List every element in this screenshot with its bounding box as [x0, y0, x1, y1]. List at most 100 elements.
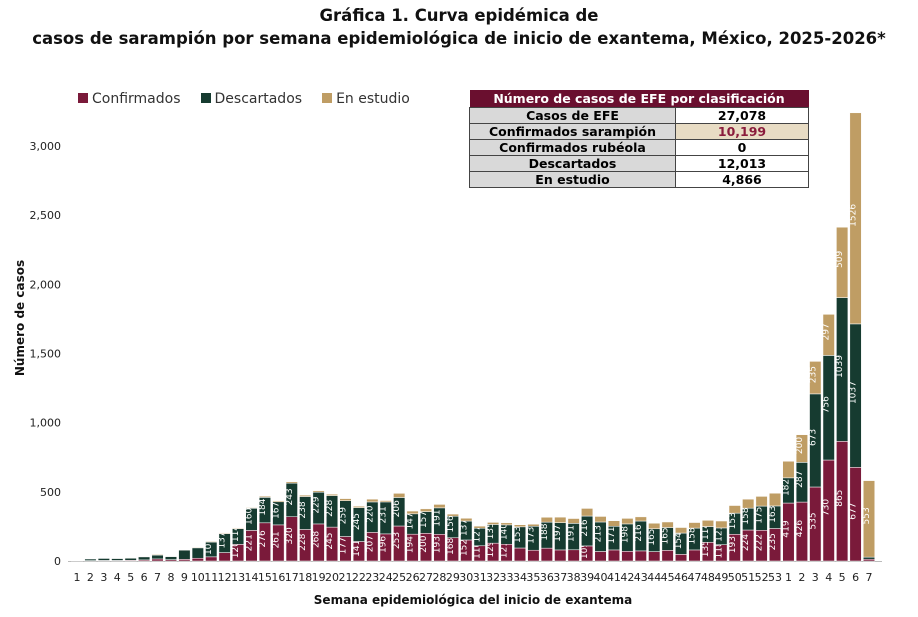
bar-segment-descartados: [178, 549, 191, 560]
data-label: 191: [567, 525, 577, 542]
bar-segment-en-estudio: [339, 498, 352, 501]
x-tick-label: 46: [674, 571, 688, 584]
x-tick-label: 6: [141, 571, 148, 584]
bar-segment-descartados: [124, 557, 137, 561]
bar-segment-en-estudio: [258, 496, 271, 498]
x-tick-label: 52: [755, 571, 769, 584]
x-tick-label: 50: [728, 571, 742, 584]
data-label: 243: [285, 488, 295, 505]
x-tick-label: 1: [785, 571, 792, 584]
data-label: 535: [808, 512, 818, 529]
bar-segment-descartados: [191, 547, 204, 559]
bar-segment-en-estudio: [352, 505, 365, 508]
data-label: 152: [459, 539, 469, 556]
x-tick-label: 45: [661, 571, 675, 584]
bar-segment-en-estudio: [769, 492, 782, 507]
x-tick-label: 40: [594, 571, 608, 584]
data-label: 1526: [849, 204, 859, 227]
data-label: 207: [365, 535, 375, 552]
data-label: 297: [822, 323, 832, 340]
x-tick-label: 19: [312, 571, 326, 584]
x-tick-label: 4: [825, 571, 832, 584]
bar-segment-confirmados: [607, 549, 620, 562]
data-label: 224: [741, 534, 751, 551]
bar-segment-en-estudio: [661, 521, 674, 528]
data-label: 153: [728, 512, 738, 529]
row-label: Casos de EFE: [469, 107, 676, 124]
data-label: 216: [634, 524, 644, 541]
data-label: 196: [379, 536, 389, 553]
bar-segment-confirmados: [594, 551, 607, 562]
data-label: 110: [473, 542, 483, 559]
x-tick-label: 9: [181, 571, 188, 584]
x-tick-label: 15: [258, 571, 272, 584]
legend-item-confirmados: Confirmados: [78, 91, 181, 107]
x-tick-label: 6: [852, 571, 859, 584]
row-value: 12,013: [675, 155, 809, 172]
bar-segment-en-estudio: [151, 554, 164, 556]
x-tick-label: 16: [271, 571, 285, 584]
x-tick-label: 20: [325, 571, 339, 584]
data-label: 200: [795, 437, 805, 454]
chart-title-line2: casos de sarampión por semana epidemioló…: [32, 29, 886, 48]
bar-segment-confirmados: [567, 549, 580, 562]
data-label: 553: [862, 507, 872, 524]
x-tick-label: 23: [365, 571, 379, 584]
bar-segment-confirmados: [513, 547, 526, 562]
row-value: 27,078: [675, 107, 809, 124]
bar-segment-en-estudio: [863, 480, 875, 558]
data-label: 114: [701, 523, 711, 540]
data-label: 228: [325, 499, 335, 516]
bar-segment-en-estudio: [326, 493, 339, 496]
legend-swatch-descartados: [200, 93, 211, 103]
data-label: 228: [298, 533, 308, 550]
data-label: 177: [338, 537, 348, 554]
chart-title-line1: Gráfica 1. Curva epidémica de: [319, 6, 599, 25]
bar-segment-en-estudio: [232, 527, 245, 529]
x-tick-label: 51: [741, 571, 755, 584]
x-tick-label: 11: [204, 571, 218, 584]
data-label: 259: [338, 507, 348, 524]
data-label: 135: [486, 522, 496, 539]
data-label: 191: [432, 509, 442, 526]
data-label: 673: [808, 429, 818, 446]
row-label: Confirmados sarampión: [469, 123, 676, 140]
x-tick-label: 21: [338, 571, 352, 584]
x-tick-label: 43: [634, 571, 648, 584]
data-label: 163: [768, 506, 778, 523]
data-label: 235: [808, 366, 818, 383]
data-label: 141: [352, 540, 362, 557]
data-label: 137: [218, 531, 228, 548]
data-label: 109: [580, 542, 590, 559]
bar-segment-confirmados: [688, 549, 701, 562]
x-tick-label: 13: [231, 571, 245, 584]
bar-segment-descartados: [111, 558, 124, 561]
row-label: En estudio: [469, 171, 676, 188]
x-tick-label: 12: [218, 571, 232, 584]
bar-segment-en-estudio: [285, 481, 298, 484]
data-label: 193: [432, 536, 442, 553]
data-label: 194: [406, 536, 416, 553]
x-tick-label: 44: [647, 571, 661, 584]
data-label: 245: [325, 532, 335, 549]
x-tick-label: 33: [500, 571, 514, 584]
y-tick-label: 1,500: [30, 348, 62, 361]
data-label: 153: [513, 526, 523, 543]
data-label: 156: [446, 515, 456, 532]
y-tick-label: 0: [54, 555, 61, 568]
x-tick-label: 39: [580, 571, 594, 584]
x-tick-label: 25: [392, 571, 406, 584]
data-label: 677: [849, 503, 859, 520]
data-label: 220: [365, 505, 375, 522]
bar-segment-confirmados: [151, 558, 164, 562]
x-tick-label: 2: [87, 571, 94, 584]
bar-segment-en-estudio: [446, 513, 459, 517]
x-tick-label: 42: [620, 571, 634, 584]
x-tick-label: 1: [74, 571, 81, 584]
bar-segment-en-estudio: [849, 112, 862, 325]
x-tick-label: 31: [473, 571, 487, 584]
data-label: 173: [526, 527, 536, 544]
data-label: 167: [271, 502, 281, 519]
bar-segment-en-estudio: [567, 518, 580, 524]
data-label: 157: [419, 511, 429, 528]
